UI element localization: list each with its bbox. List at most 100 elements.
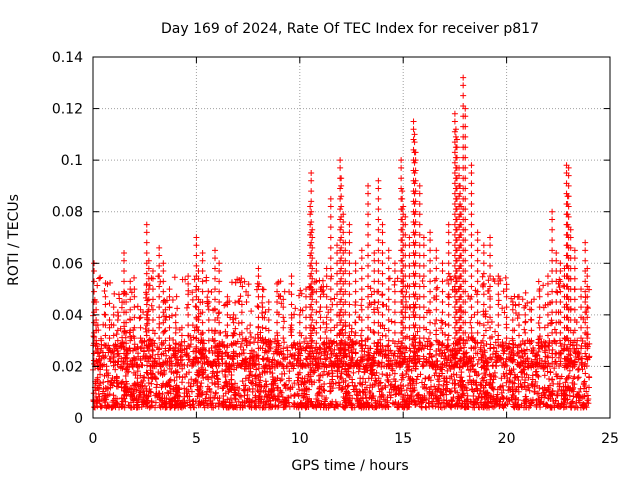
baseline-point <box>520 397 527 404</box>
data-point <box>536 304 543 311</box>
baseline-point <box>270 382 277 389</box>
baseline-point <box>376 380 383 387</box>
baseline-point <box>503 379 510 386</box>
baseline-point <box>144 297 151 304</box>
baseline-point <box>470 393 477 400</box>
data-point <box>474 247 481 254</box>
baseline-point <box>542 403 549 410</box>
baseline-point <box>483 367 490 374</box>
baseline-point <box>158 384 165 391</box>
data-point <box>522 329 529 336</box>
data-point <box>327 224 334 231</box>
baseline-point <box>464 392 471 399</box>
baseline-point <box>489 363 496 370</box>
baseline-point <box>453 401 460 408</box>
baseline-point <box>201 404 208 411</box>
baseline-point <box>123 378 130 385</box>
data-point <box>468 231 475 238</box>
data-point <box>338 175 345 182</box>
baseline-point <box>532 368 539 375</box>
baseline-point <box>379 371 386 378</box>
data-point <box>399 298 406 305</box>
data-point <box>445 239 452 246</box>
baseline-point <box>413 376 420 383</box>
baseline-point <box>465 367 472 374</box>
data-point <box>307 203 314 210</box>
data-point <box>313 260 320 267</box>
data-point <box>327 244 334 251</box>
baseline-point <box>306 377 313 384</box>
baseline-point <box>260 286 267 293</box>
baseline-point <box>556 284 563 291</box>
data-point <box>399 319 406 326</box>
baseline-point <box>479 337 486 344</box>
baseline-point <box>449 397 456 404</box>
data-point <box>102 293 109 300</box>
baseline-point <box>401 398 408 405</box>
baseline-point <box>100 379 107 386</box>
baseline-point <box>212 389 219 396</box>
baseline-point <box>173 293 180 300</box>
baseline-point <box>322 356 329 363</box>
baseline-point <box>349 395 356 402</box>
baseline-point <box>225 388 232 395</box>
data-point <box>156 314 163 321</box>
baseline-point <box>475 403 482 410</box>
baseline-point <box>257 383 264 390</box>
data-point <box>433 255 440 262</box>
data-point <box>468 252 475 259</box>
baseline-point <box>319 372 326 379</box>
baseline-point <box>482 390 489 397</box>
baseline-point <box>139 382 146 389</box>
data-point <box>216 260 223 267</box>
baseline-point <box>258 337 265 344</box>
baseline-point <box>407 347 414 354</box>
baseline-point <box>271 357 278 364</box>
data-point <box>503 324 510 331</box>
data-point <box>495 322 502 329</box>
data-point <box>337 157 344 164</box>
data-point <box>259 304 266 311</box>
baseline-point <box>548 391 555 398</box>
data-point <box>274 319 281 326</box>
baseline-point <box>357 389 364 396</box>
data-point <box>255 265 262 272</box>
baseline-point <box>253 366 260 373</box>
data-point <box>143 332 150 339</box>
data-point <box>474 329 481 336</box>
data-point <box>358 255 365 262</box>
data-point <box>391 268 398 275</box>
baseline-point <box>222 373 229 380</box>
baseline-point <box>577 404 584 411</box>
baseline-point <box>391 370 398 377</box>
data-point <box>439 288 446 295</box>
data-point <box>102 301 109 308</box>
baseline-point <box>531 388 538 395</box>
baseline-point <box>238 393 245 400</box>
data-point <box>110 304 117 311</box>
baseline-point <box>108 404 115 411</box>
data-point <box>445 270 452 277</box>
baseline-point <box>528 380 535 387</box>
baseline-point <box>378 386 385 393</box>
data-point <box>149 317 156 324</box>
data-point <box>352 278 359 285</box>
baseline-point <box>134 368 141 375</box>
data-point <box>365 182 372 189</box>
baseline-point <box>237 343 244 350</box>
baseline-point <box>103 367 110 374</box>
data-point <box>399 195 406 202</box>
baseline-point <box>400 374 407 381</box>
data-point <box>509 327 516 334</box>
baseline-point <box>266 344 273 351</box>
baseline-point <box>227 395 234 402</box>
data-point <box>582 350 589 357</box>
data-point <box>156 304 163 311</box>
baseline-point <box>98 396 105 403</box>
baseline-point <box>184 361 191 368</box>
data-point <box>160 268 167 275</box>
baseline-point <box>553 391 560 398</box>
baseline-point <box>143 369 150 376</box>
baseline-point <box>478 393 485 400</box>
baseline-point <box>373 402 380 409</box>
